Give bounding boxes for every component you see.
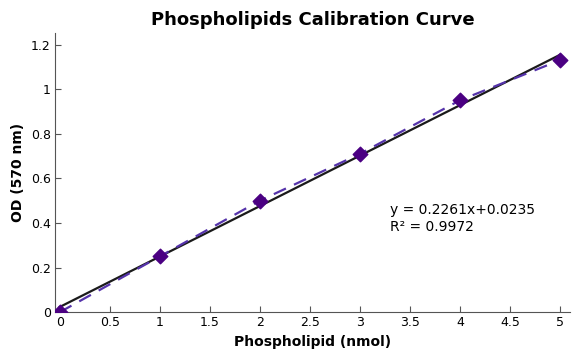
Point	[155, 253, 164, 259]
Point	[555, 57, 565, 63]
Text: y = 0.2261x+0.0235
R² = 0.9972: y = 0.2261x+0.0235 R² = 0.9972	[390, 203, 535, 234]
Point	[355, 151, 364, 157]
Point	[456, 98, 465, 103]
X-axis label: Phospholipid (nmol): Phospholipid (nmol)	[234, 335, 391, 349]
Point	[255, 198, 264, 203]
Point	[55, 309, 64, 315]
Y-axis label: OD (570 nm): OD (570 nm)	[11, 123, 25, 222]
Title: Phospholipids Calibration Curve: Phospholipids Calibration Curve	[150, 11, 474, 29]
